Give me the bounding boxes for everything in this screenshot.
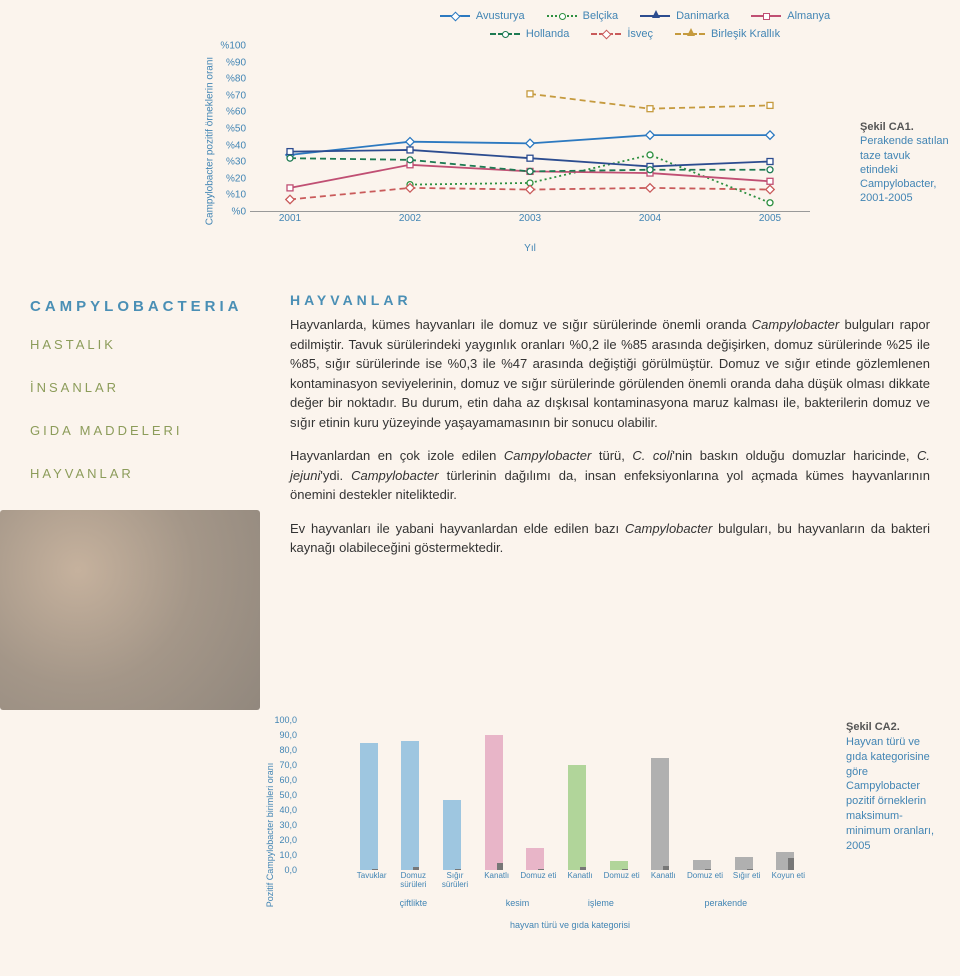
bar-min xyxy=(538,869,544,871)
decorative-photo xyxy=(0,510,260,710)
content-column: HAYVANLAR Hayvanlarda, kümes hayvanları … xyxy=(290,290,930,572)
nav-item-insanlar[interactable]: İNSANLAR xyxy=(30,366,260,409)
legend-item: İsveç xyxy=(591,28,653,40)
chart2-x-axis-label: hayvan türü ve gıda kategorisi xyxy=(510,920,630,930)
legend-item: Almanya xyxy=(751,10,830,22)
chart1-caption: Şekil CA1. Perakende satılan taze tavuk … xyxy=(860,120,950,206)
legend-item: Birleşik Krallık xyxy=(675,28,780,40)
nav-item-hastalik[interactable]: HASTALIK xyxy=(30,323,260,366)
page-root: Avusturya Belçika Danimarka Almanya Hollanda… xyxy=(0,0,960,976)
chart-ca2: Pozitif Campylobacter birimleri oranı 0,… xyxy=(300,720,840,950)
bar-min xyxy=(788,858,794,870)
chart1-caption-body: Perakende satılan taze tavuk etindeki Ca… xyxy=(860,135,949,204)
bar-min xyxy=(622,869,628,871)
bar-min xyxy=(372,869,378,871)
bar-max xyxy=(401,741,419,870)
content-heading: HAYVANLAR xyxy=(290,290,930,311)
chart2-caption: Şekil CA2. Hayvan türü ve gıda kategoris… xyxy=(846,720,942,854)
nav-title: CAMPYLOBACTERIA xyxy=(30,290,260,323)
chart1-plot: 20012002200320042005 xyxy=(250,46,810,212)
chart1-x-axis-label: Yıl xyxy=(524,243,536,254)
chart1-caption-title: Şekil CA1. xyxy=(860,121,914,133)
chart1-legend: Avusturya Belçika Danimarka Almanya Hollanda… xyxy=(420,10,850,40)
chart2-caption-body: Hayvan türü ve gıda kategorisine göre Ca… xyxy=(846,736,934,852)
bar-max xyxy=(443,800,461,871)
chart-ca1: Avusturya Belçika Danimarka Almanya Hollanda… xyxy=(170,10,850,260)
bar-max xyxy=(360,743,378,871)
chart2-caption-title: Şekil CA2. xyxy=(846,721,900,733)
legend-item: Avusturya xyxy=(440,10,525,22)
bar-min xyxy=(497,863,503,871)
bar-min xyxy=(747,869,753,871)
chart2-plot: TavuklarDomuz sürüleriSığır sürüleriKana… xyxy=(330,720,830,870)
bar-max xyxy=(485,735,503,870)
nav-item-gida[interactable]: GIDA MADDELERI xyxy=(30,409,260,452)
bar-min xyxy=(413,867,419,870)
bar-min xyxy=(705,869,711,871)
bar-max xyxy=(651,758,669,871)
bar-min xyxy=(663,866,669,871)
legend-item: Belçika xyxy=(547,10,618,22)
legend-item: Hollanda xyxy=(490,28,569,40)
bar-max xyxy=(526,848,544,871)
legend-item: Danimarka xyxy=(640,10,729,22)
paragraph-2: Hayvanlardan en çok izole edilen Campylo… xyxy=(290,446,930,505)
paragraph-1: Hayvanlarda, kümes hayvanları ile domuz … xyxy=(290,315,930,432)
paragraph-3: Ev hayvanları ile yabani hayvanlardan el… xyxy=(290,519,930,558)
nav-item-hayvanlar[interactable]: HAYVANLAR xyxy=(30,452,260,495)
bar-max xyxy=(568,765,586,870)
bar-min xyxy=(455,869,461,871)
chart1-plot-area: Campylobacter pozitif örneklerin oranı %… xyxy=(250,46,810,236)
bar-min xyxy=(580,867,586,870)
